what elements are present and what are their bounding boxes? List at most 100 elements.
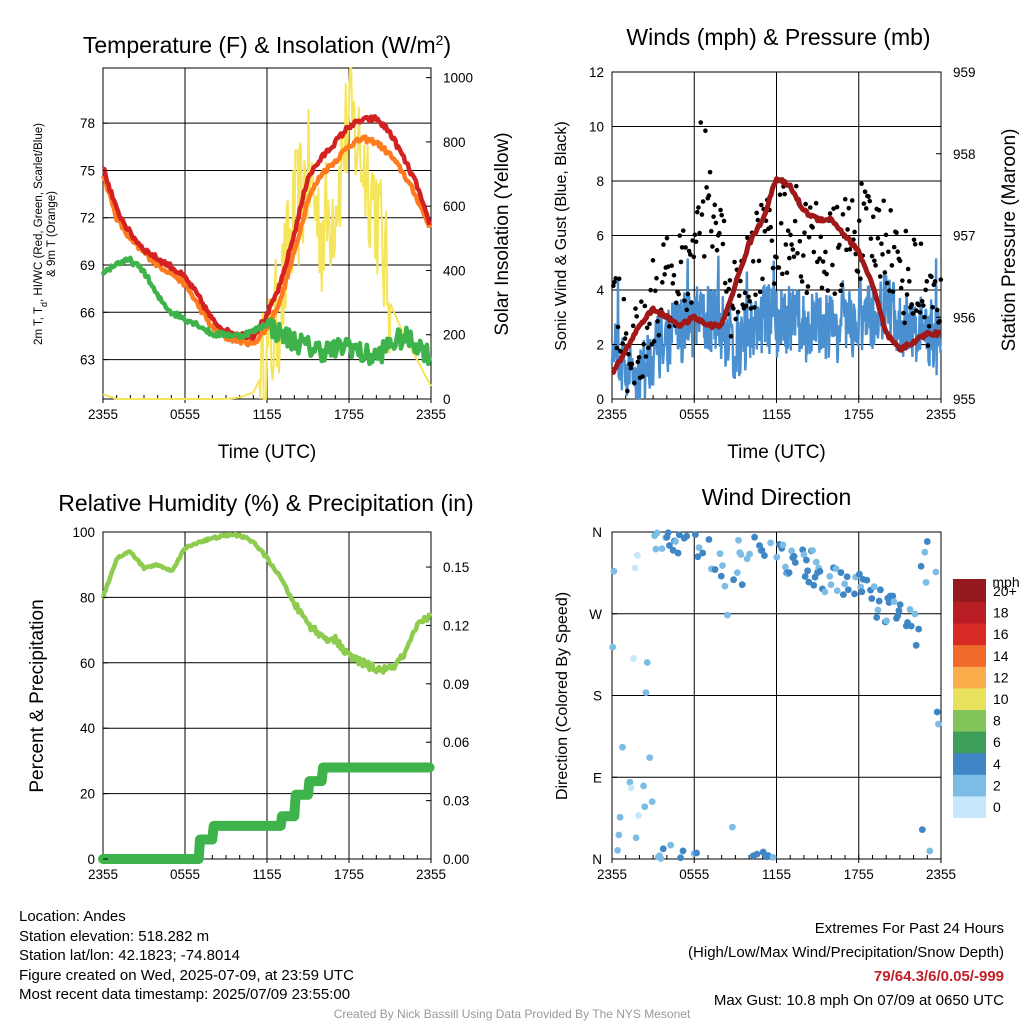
direction-point [694, 553, 702, 561]
gust-point [731, 306, 736, 311]
direction-point [889, 592, 897, 600]
gust-point [791, 254, 797, 260]
gust-point [858, 276, 863, 282]
gust-point [849, 198, 855, 203]
gust-point [641, 341, 646, 347]
gust-point [890, 289, 896, 294]
dir-y-tick-label: E [593, 770, 602, 785]
speed-legend-swatch [953, 795, 986, 818]
temperature-y-label: 2m T, Td, HI/WC (Red, Green, Scarlet/Blu… [33, 123, 58, 345]
gust-point [651, 339, 657, 344]
gust-point [653, 288, 658, 294]
direction-point [717, 572, 725, 580]
direction-point [921, 548, 929, 556]
dir-x-tick-label: 2355 [597, 867, 627, 882]
gust-point [689, 300, 694, 305]
speed-legend-title: mph [992, 574, 1019, 590]
gust-point [788, 232, 793, 238]
gust-point [692, 232, 698, 238]
direction-point [746, 550, 754, 558]
gust-point [654, 275, 659, 281]
dewpoint-line [100, 255, 432, 367]
temp-y2-tick-label: 400 [443, 263, 466, 278]
gust-point [792, 218, 798, 224]
gust-point [625, 388, 630, 394]
speed-legend-swatch [953, 622, 986, 646]
temperature-chart-title: Temperature (F) & Insolation (W/m2) [83, 32, 451, 58]
gust-point [694, 209, 700, 215]
speed-legend-label: 6 [993, 734, 1001, 750]
direction-point [631, 564, 639, 572]
gust-point [806, 234, 812, 240]
gust-point [844, 247, 849, 253]
gust-point [901, 310, 906, 316]
speed-legend-label: 20+ [993, 583, 1017, 599]
dir-x-tick-label: 0555 [679, 867, 709, 882]
gust-point [660, 280, 665, 285]
gust-point [879, 241, 884, 247]
direction-point [833, 587, 841, 595]
wind-y2-tick-label: 958 [953, 147, 976, 162]
gust-point [938, 277, 944, 282]
gust-point [687, 252, 693, 257]
gust-point [900, 278, 905, 283]
direction-point [759, 848, 767, 856]
direction-point [626, 778, 634, 786]
speed-legend-label: 10 [993, 691, 1009, 707]
direction-point [642, 689, 650, 696]
gust-point [670, 281, 676, 286]
direction-point [802, 556, 810, 564]
direction-point [821, 588, 829, 596]
temp-y2-tick-label: 200 [443, 328, 466, 343]
speed-legend-swatch [953, 579, 986, 602]
gust-point [699, 212, 705, 217]
gust-point [733, 316, 739, 322]
gust-point [757, 289, 763, 295]
max-gust: Max Gust: 10.8 mph On 07/09 at 0650 UTC [713, 992, 1004, 1009]
direction-point [782, 563, 789, 571]
gust-point [710, 244, 715, 249]
direction-point [735, 536, 742, 544]
gust-point [855, 269, 861, 274]
gust-point [750, 259, 756, 264]
gust-point [626, 351, 631, 357]
gust-point [717, 230, 722, 236]
gust-point [774, 255, 779, 260]
gust-point [810, 225, 815, 230]
gust-point [722, 280, 728, 286]
direction-point [805, 578, 813, 586]
direction-point [851, 590, 858, 598]
winds-y-label: Sonic Wind & Gust (Blue, Black) [553, 121, 570, 350]
gust-point [713, 220, 719, 226]
gust-point [636, 355, 642, 360]
gust-point [827, 211, 833, 216]
speed-legend-label: 2 [993, 777, 1001, 793]
direction-point [874, 606, 882, 614]
direction-y-label: Direction (Colored By Speed) [554, 592, 571, 800]
dir-y-tick-label: N [592, 525, 602, 540]
gust-point [912, 241, 918, 247]
gust-point [888, 208, 893, 213]
speed-legend-label: 12 [993, 669, 1009, 685]
rh-y2-tick-label: 0.03 [443, 794, 469, 809]
winds-y2-label: Station Pressure (Maroon) [999, 129, 1020, 352]
direction-point [788, 547, 795, 555]
direction-point [758, 546, 766, 554]
gust-point [747, 298, 753, 304]
gust-point [673, 300, 679, 306]
rh-frame: 2355 0555 1155 1755 2355 [88, 531, 446, 882]
winds-x-label: Time (UTC) [727, 442, 826, 463]
direction-point [627, 784, 635, 792]
speed-legend-label: 14 [993, 648, 1009, 664]
gust-point [823, 249, 828, 255]
station-info: Location: Andes Station elevation: 518.2… [19, 907, 354, 1005]
gust-point [839, 282, 845, 288]
gust-point [771, 281, 777, 286]
pressure-line [610, 176, 942, 375]
speed-legend-swatch [953, 773, 986, 797]
gust-point [708, 228, 714, 234]
gust-point [937, 319, 942, 324]
direction-point [767, 539, 775, 547]
direction-point [883, 617, 890, 625]
direction-point [615, 831, 623, 839]
